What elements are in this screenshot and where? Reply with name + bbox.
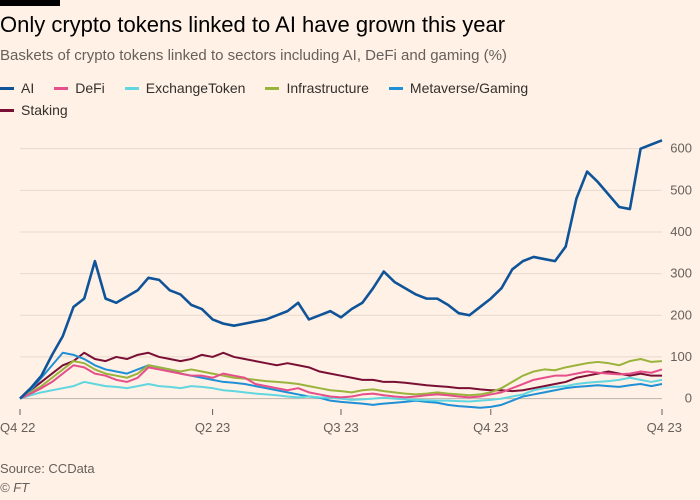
legend-swatch-staking: [0, 108, 14, 112]
series-line-exchangetoken: [19, 376, 663, 403]
y-tick-label: 300: [670, 266, 692, 281]
y-tick-label: 0: [685, 391, 692, 406]
legend-swatch-ai: [0, 86, 14, 90]
legend-label-ai: AI: [21, 80, 35, 96]
x-tick-label: Q2 23: [195, 420, 230, 435]
ft-brand-bar: [0, 0, 60, 6]
legend-swatch-metaverse-gaming: [388, 86, 403, 90]
line-chart: 0 100 200 300 400 500 600 Q4 22 Q2 23 Q3 23 Q4 23…: [0, 139, 692, 435]
y-tick-label: 200: [670, 307, 692, 322]
legend-item-exchangetoken: ExchangeToken: [124, 80, 246, 96]
x-tick-label: Q4 23: [647, 420, 682, 435]
legend-row-2: Staking: [0, 100, 88, 120]
series-lines: [19, 139, 663, 409]
x-tick-label: Q4 23: [473, 420, 508, 435]
x-tick-label: Q4 22: [0, 420, 35, 435]
legend-item-ai: AI: [0, 80, 34, 96]
series-line-metaverse-gaming: [19, 351, 663, 409]
chart-subtitle: Baskets of crypto tokens linked to secto…: [0, 47, 507, 64]
legend-label-infrastructure: Infrastructure: [286, 80, 369, 96]
copyright-note: © FT: [0, 480, 30, 495]
chart-title: Only crypto tokens linked to AI have gro…: [0, 12, 506, 37]
legend-label-defi: DeFi: [75, 80, 105, 96]
x-axis-ticks: Q4 22 Q2 23 Q3 23 Q4 23 Q4 23: [0, 409, 682, 435]
legend-swatch-defi: [54, 86, 69, 90]
y-tick-label: 500: [670, 182, 692, 197]
y-tick-label: 400: [670, 224, 692, 239]
legend-item-staking: Staking: [0, 102, 68, 118]
legend-swatch-exchangetoken: [124, 86, 139, 90]
y-tick-label: 100: [670, 349, 692, 364]
legend-swatch-infrastructure: [265, 86, 280, 90]
legend-row-1: AI DeFi ExchangeToken Infrastructure Met…: [0, 78, 548, 98]
legend-label-metaverse-gaming: Metaverse/Gaming: [409, 80, 529, 96]
series-line-ai: [19, 139, 663, 400]
series-line-staking: [19, 351, 662, 400]
y-tick-label: 600: [670, 141, 692, 156]
series-line-infrastructure: [19, 358, 663, 400]
series-line-defi: [19, 364, 663, 400]
gridlines: [20, 148, 662, 400]
legend-item-defi: DeFi: [54, 80, 105, 96]
legend-item-infrastructure: Infrastructure: [265, 80, 369, 96]
y-axis-ticks: 0 100 200 300 400 500 600: [670, 141, 692, 406]
legend-item-metaverse-gaming: Metaverse/Gaming: [388, 80, 529, 96]
legend-label-staking: Staking: [21, 102, 68, 118]
legend-label-exchangetoken: ExchangeToken: [145, 80, 246, 96]
x-tick-label: Q3 23: [323, 420, 358, 435]
source-note: Source: CCData: [0, 461, 95, 476]
